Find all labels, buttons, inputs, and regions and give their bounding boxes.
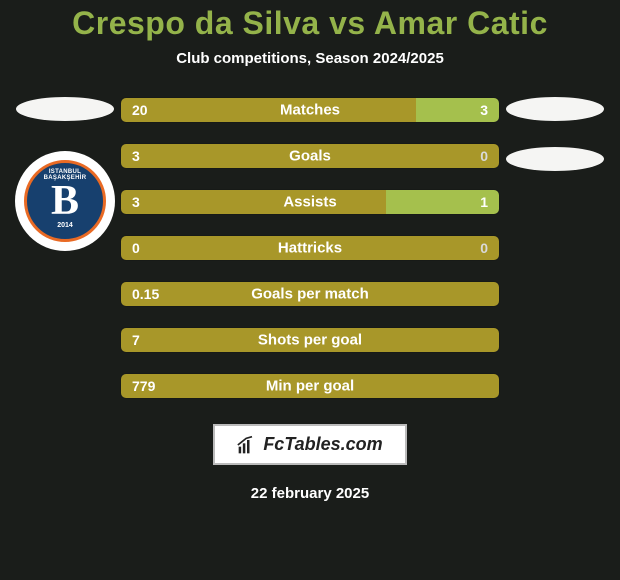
stat-value-player2: 0 — [480, 148, 488, 164]
badge-letter: B — [51, 177, 79, 225]
main-row: ISTANBUL BAŞAKŞEHİR B 2014 20 3 Matches 3 0 G… — [0, 97, 620, 399]
stat-row: 779 Min per goal — [120, 373, 500, 399]
watermark: FcTables.com — [213, 424, 406, 465]
stat-fill-player1 — [121, 190, 386, 214]
stat-row: 0 0 Hattricks — [120, 235, 500, 261]
stat-fill-player1 — [121, 98, 416, 122]
player1-column: ISTANBUL BAŞAKŞEHİR B 2014 — [10, 97, 120, 251]
page-title: Crespo da Silva vs Amar Catic — [72, 5, 548, 42]
stat-row: 3 0 Goals — [120, 143, 500, 169]
stat-value-player2: 3 — [480, 102, 488, 118]
player1-photo-placeholder — [16, 97, 114, 121]
comparison-card: Crespo da Silva vs Amar Catic Club compe… — [0, 0, 620, 580]
stat-label: Min per goal — [266, 378, 354, 395]
stat-value-player1: 3 — [132, 194, 140, 210]
stat-label: Assists — [283, 194, 336, 211]
stat-row: 3 1 Assists — [120, 189, 500, 215]
watermark-text: FcTables.com — [263, 434, 382, 455]
player2-photo-placeholder — [506, 97, 604, 121]
player2-column — [500, 97, 610, 171]
stat-value-player1: 0 — [132, 240, 140, 256]
subtitle: Club competitions, Season 2024/2025 — [176, 50, 444, 67]
badge-year: 2014 — [27, 222, 103, 229]
stat-value-player1: 779 — [132, 378, 155, 394]
stat-label: Hattricks — [278, 240, 342, 257]
stat-value-player2: 0 — [480, 240, 488, 256]
stat-value-player2: 1 — [480, 194, 488, 210]
player1-club-badge: ISTANBUL BAŞAKŞEHİR B 2014 — [15, 151, 115, 251]
stat-row: 0.15 Goals per match — [120, 281, 500, 307]
stats-column: 20 3 Matches 3 0 Goals 3 1 Assists 0 0 Hattricks 0.1… — [120, 97, 500, 399]
stat-value-player1: 3 — [132, 148, 140, 164]
stat-label: Goals per match — [251, 286, 369, 303]
stat-row: 20 3 Matches — [120, 97, 500, 123]
stat-value-player1: 7 — [132, 332, 140, 348]
stat-label: Goals — [289, 148, 331, 165]
stat-value-player1: 20 — [132, 102, 148, 118]
chart-icon — [237, 435, 257, 455]
player2-club-placeholder — [506, 147, 604, 171]
badge-inner: ISTANBUL BAŞAKŞEHİR B 2014 — [24, 160, 106, 242]
date: 22 february 2025 — [251, 485, 369, 502]
stat-label: Shots per goal — [258, 332, 362, 349]
stat-value-player1: 0.15 — [132, 286, 159, 302]
stat-label: Matches — [280, 102, 340, 119]
stat-row: 7 Shots per goal — [120, 327, 500, 353]
badge-arc-text: ISTANBUL BAŞAKŞEHİR — [27, 169, 103, 181]
